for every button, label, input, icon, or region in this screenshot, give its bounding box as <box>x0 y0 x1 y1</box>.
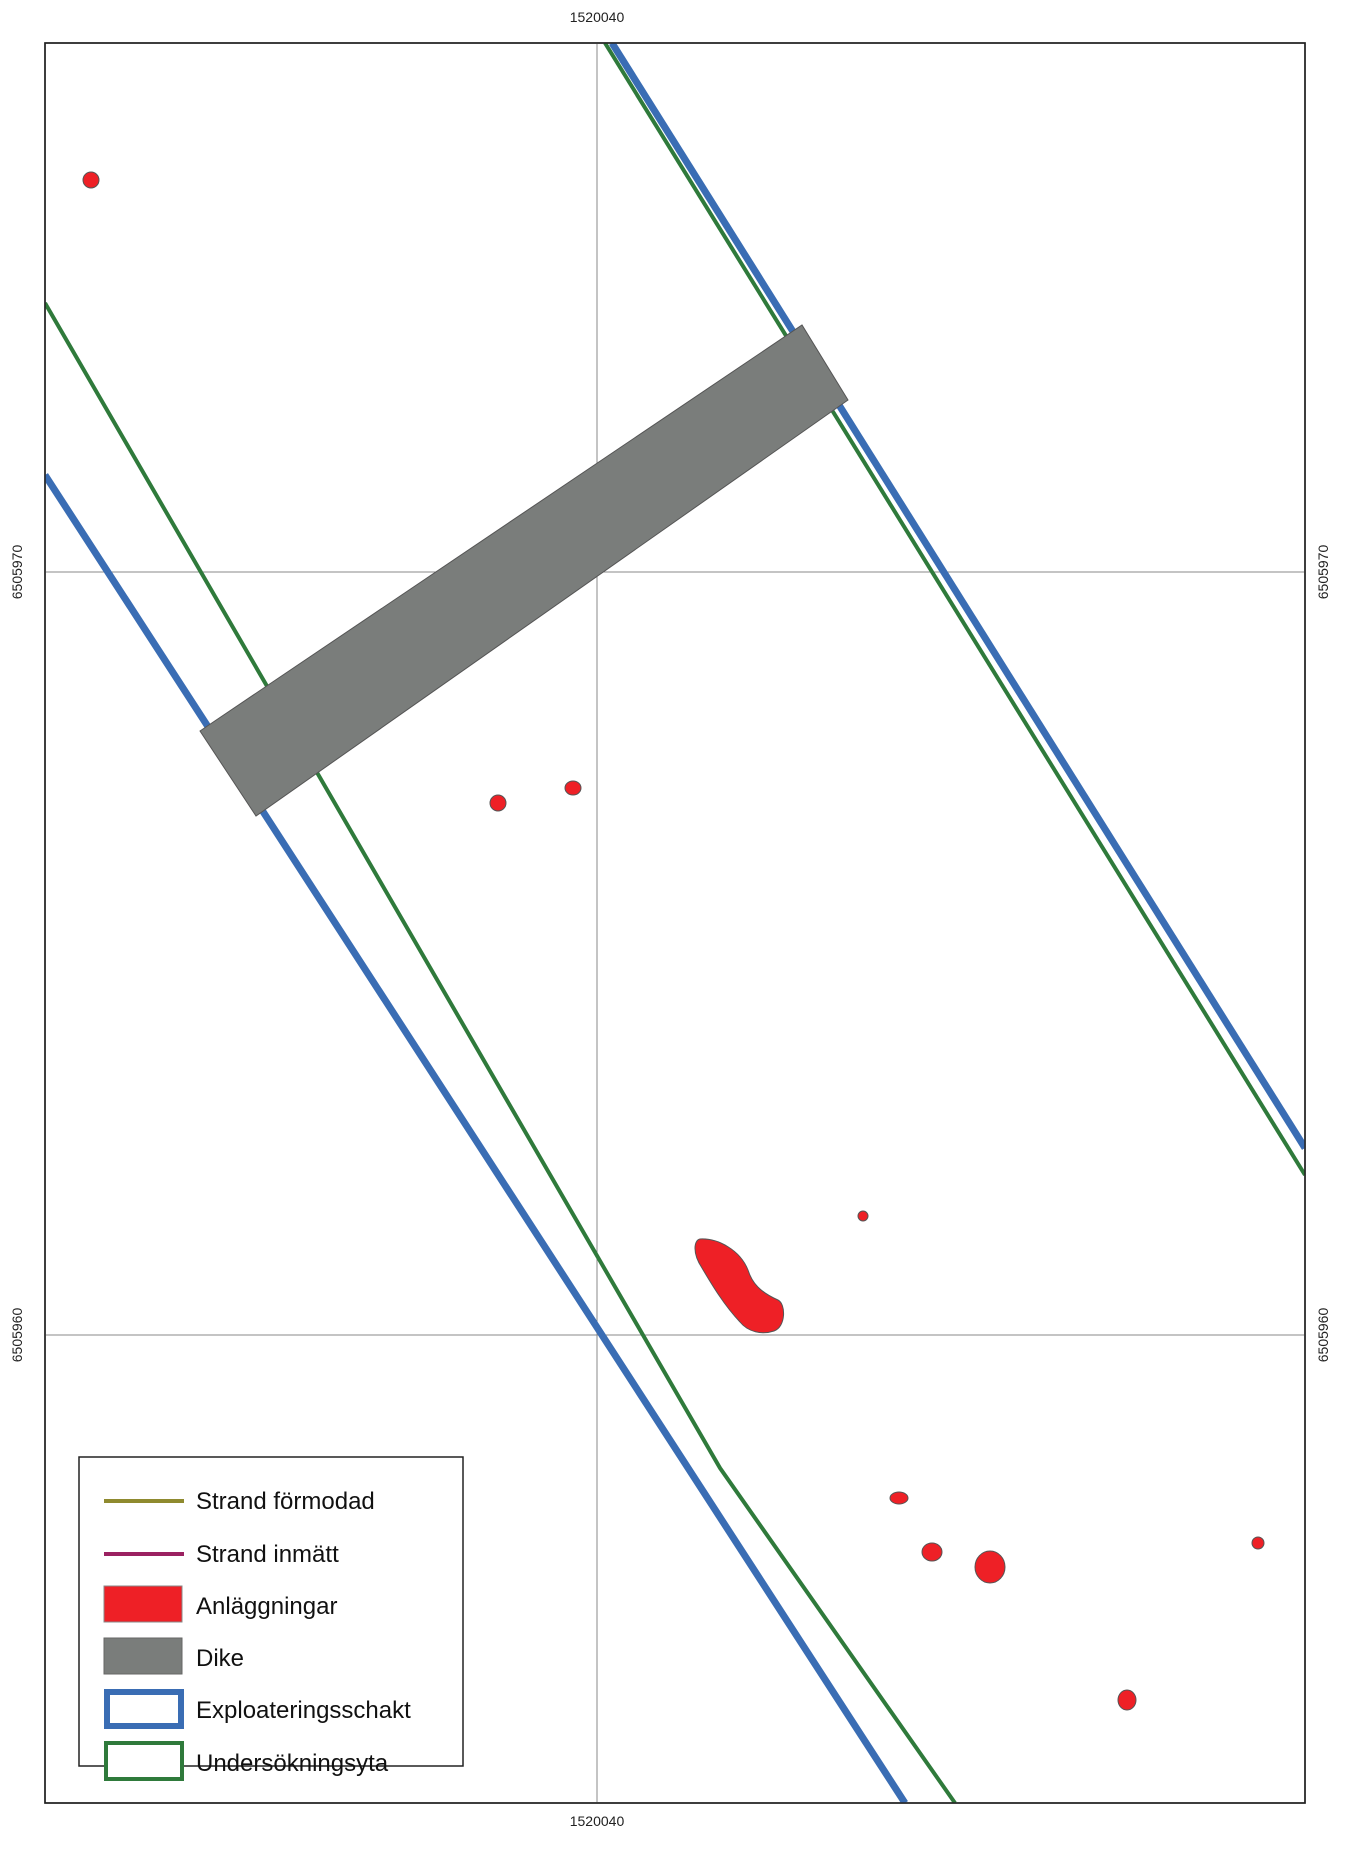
anlaggning-feature <box>974 1550 1006 1584</box>
anlaggning-feature <box>489 794 507 812</box>
anlaggning-feature <box>921 1542 943 1562</box>
anlaggning-feature <box>857 1210 869 1222</box>
anlaggning-feature <box>889 1491 909 1505</box>
coord-easting-top: 1520040 <box>570 9 625 25</box>
dike-feature <box>199 324 849 817</box>
legend-label-undersokningsyta: Undersökningsyta <box>196 1750 389 1777</box>
anlaggningar-features <box>82 171 1265 1711</box>
coord-northing-upper-right: 6505970 <box>1315 545 1331 600</box>
legend-label-strand-inmatt: Strand inmätt <box>196 1541 339 1568</box>
legend-label-strand-formodad: Strand förmodad <box>196 1488 375 1515</box>
anlaggning-feature <box>564 780 582 796</box>
anlaggning-feature <box>694 1238 784 1334</box>
legend: Strand förmodad Strand inmätt Anläggning… <box>78 1456 464 1781</box>
coord-northing-lower-left: 6505960 <box>9 1308 25 1363</box>
coord-northing-lower-right: 6505960 <box>1315 1308 1331 1363</box>
anlaggning-feature <box>1251 1536 1265 1550</box>
legend-label-anlaggningar: Anläggningar <box>196 1593 337 1620</box>
anlaggning-feature <box>1117 1689 1137 1711</box>
legend-symbol-exploateringsschakt <box>104 1689 184 1729</box>
legend-symbol-dike <box>103 1637 183 1675</box>
exploatering-boundary-left <box>45 473 908 1803</box>
exploatering-boundary-right <box>609 43 1305 1150</box>
undersokning-boundary-right <box>603 43 1305 1177</box>
coord-northing-upper-left: 6505970 <box>9 545 25 600</box>
legend-symbol-undersokningsyta <box>104 1741 184 1781</box>
legend-label-exploateringsschakt: Exploateringsschakt <box>196 1697 411 1724</box>
coord-easting-bottom: 1520040 <box>570 1813 625 1829</box>
legend-symbol-anlaggningar <box>103 1585 183 1623</box>
anlaggning-feature <box>82 171 100 189</box>
legend-label-dike: Dike <box>196 1645 244 1672</box>
